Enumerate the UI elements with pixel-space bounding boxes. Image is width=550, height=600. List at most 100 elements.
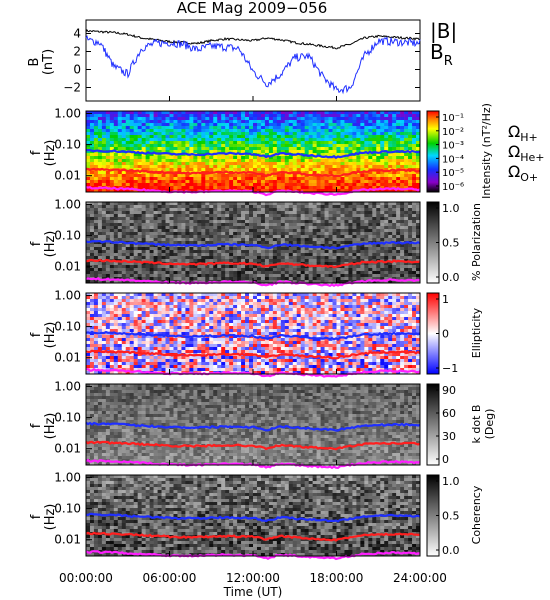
heatmap-cell xyxy=(284,259,290,263)
heatmap-cell xyxy=(125,293,131,297)
heatmap-cell xyxy=(217,114,222,118)
heatmap-cell xyxy=(264,138,270,142)
heatmap-cell xyxy=(225,268,230,272)
heatmap-cell xyxy=(233,165,238,169)
heatmap-cell xyxy=(400,205,405,209)
heatmap-cell xyxy=(272,183,278,187)
heatmap-cell xyxy=(101,244,107,248)
heatmap-cell xyxy=(157,141,162,145)
heatmap-cell xyxy=(268,214,274,218)
heatmap-cell xyxy=(145,162,150,166)
heatmap-cell xyxy=(86,238,91,242)
heatmap-cell xyxy=(412,189,417,193)
heatmap-cell xyxy=(336,241,341,245)
heatmap-cell xyxy=(356,186,361,190)
heatmap-cell xyxy=(380,147,385,151)
heatmap-cell xyxy=(181,186,186,190)
heatmap-cell xyxy=(229,114,234,118)
heatmap-cell xyxy=(193,250,198,254)
heatmap-cell xyxy=(117,214,123,218)
heatmap-cell xyxy=(209,150,214,154)
heatmap-cell xyxy=(260,244,266,248)
heatmap-cell xyxy=(328,223,333,227)
heatmap-cell xyxy=(125,259,131,263)
heatmap-cell xyxy=(380,226,385,230)
heatmap-cell xyxy=(189,235,194,239)
heatmap-cell xyxy=(392,265,397,269)
heatmap-cell xyxy=(384,208,389,212)
heatmap-cell xyxy=(376,180,381,184)
heatmap-cell xyxy=(372,217,377,221)
heatmap-cell xyxy=(300,247,305,251)
heatmap-cell xyxy=(97,296,103,300)
heatmap-cell xyxy=(109,302,115,306)
heatmap-cell xyxy=(217,238,222,242)
heatmap-cell xyxy=(109,262,115,266)
heatmap-cell xyxy=(97,126,103,130)
heatmap-cell xyxy=(308,229,313,233)
heatmap-cell xyxy=(193,156,198,160)
heatmap-cell xyxy=(312,250,317,254)
heatmap-cell xyxy=(109,280,115,284)
heatmap-cell xyxy=(272,129,278,133)
heatmap-cell xyxy=(173,223,178,227)
heatmap-cell xyxy=(205,123,210,127)
heatmap-cell xyxy=(109,111,115,115)
heatmap-cell xyxy=(213,217,218,221)
heatmap-cell xyxy=(109,141,115,145)
heatmap-cell xyxy=(165,168,170,172)
heatmap-cell xyxy=(137,202,142,206)
heatmap-cell xyxy=(372,183,377,187)
heatmap-cell xyxy=(400,238,405,242)
heatmap-cell xyxy=(344,129,349,133)
heatmap-cell xyxy=(336,256,341,260)
heatmap-cell xyxy=(197,268,202,272)
heatmap-cell xyxy=(181,226,186,230)
heatmap-cell xyxy=(320,144,325,148)
heatmap-cell xyxy=(292,229,298,233)
heatmap-cell xyxy=(129,335,135,339)
heatmap-cell xyxy=(86,296,91,300)
heatmap-cell xyxy=(288,202,294,206)
heatmap-cell xyxy=(308,147,313,151)
heatmap-cell xyxy=(193,226,198,230)
heatmap-cell xyxy=(185,111,190,115)
heatmap-cell xyxy=(344,180,349,184)
heatmap-cell xyxy=(344,123,349,127)
heatmap-cell xyxy=(137,150,142,154)
heatmap-cell xyxy=(133,211,138,215)
heatmap-cell xyxy=(101,268,107,272)
heatmap-cell xyxy=(316,171,321,175)
heatmap-cell xyxy=(376,144,381,148)
heatmap-cell xyxy=(105,302,111,306)
heatmap-cell xyxy=(408,265,413,269)
heatmap-cell xyxy=(384,223,389,227)
heatmap-cell xyxy=(312,180,317,184)
heatmap-cell xyxy=(308,141,313,145)
heatmap-cell xyxy=(86,353,91,357)
heatmap-cell xyxy=(209,159,214,163)
heatmap-cell xyxy=(213,114,218,118)
heatmap-cell xyxy=(404,138,409,142)
heatmap-cell xyxy=(137,268,142,272)
heatmap-cell xyxy=(320,241,325,245)
heatmap-cell xyxy=(312,132,317,136)
heatmap-cell xyxy=(400,244,405,248)
heatmap-cell xyxy=(137,208,142,212)
heatmap-cell xyxy=(264,250,270,254)
heatmap-cell xyxy=(312,123,317,127)
heatmap-cell xyxy=(193,180,198,184)
heatmap-cell xyxy=(284,162,290,166)
heatmap-cell xyxy=(304,253,309,257)
heatmap-cell xyxy=(205,202,210,206)
heatmap-cell xyxy=(300,226,305,230)
heatmap-cell xyxy=(352,165,357,169)
heatmap-cell xyxy=(125,111,131,115)
heatmap-cell xyxy=(348,202,353,206)
heatmap-cell xyxy=(101,338,107,342)
heatmap-cell xyxy=(121,189,127,193)
heatmap-cell xyxy=(141,123,146,127)
heatmap-cell xyxy=(233,217,238,221)
heatmap-cell xyxy=(125,365,131,369)
heatmap-cell xyxy=(320,168,325,172)
